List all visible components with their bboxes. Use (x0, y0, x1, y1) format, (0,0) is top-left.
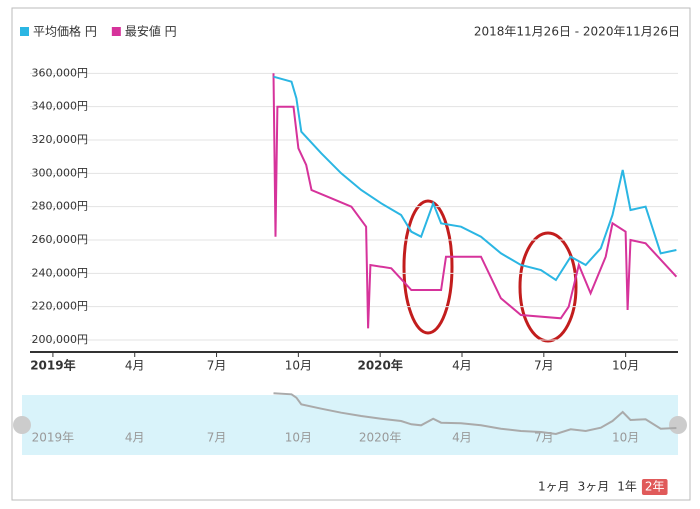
y-tick-label: 280,000円 (32, 200, 89, 213)
x-tick-label: 4月 (125, 359, 145, 373)
navigator-label: 10月 (285, 431, 312, 445)
series-line (272, 73, 678, 329)
navigator-label: 10月 (612, 431, 639, 445)
annotation-circle (518, 231, 578, 343)
frame (11, 7, 691, 501)
navigator[interactable] (22, 395, 678, 455)
navigator-line (273, 392, 677, 436)
y-tick-label: 360,000円 (32, 66, 89, 79)
navigator-label: 4月 (452, 431, 472, 445)
y-tick-label: 240,000円 (32, 266, 89, 279)
navigator-handle[interactable] (13, 416, 31, 434)
x-tick-label: 4月 (452, 359, 472, 373)
y-tick-label: 220,000円 (32, 300, 89, 313)
navigator-label: 4月 (125, 431, 145, 445)
navigator-label: 2019年 (32, 431, 75, 445)
x-tick-label: 10月 (612, 359, 639, 373)
legend-swatch[interactable] (111, 27, 121, 36)
navigator-label: 2020年 (359, 431, 402, 445)
y-tick-label: 340,000円 (32, 100, 89, 113)
x-tick-label: 7月 (534, 359, 554, 373)
range-button-active[interactable] (641, 479, 668, 495)
legend-label[interactable]: 最安値 円 (125, 24, 177, 39)
x-tick-label: 2020年 (357, 358, 402, 373)
y-tick-label: 200,000円 (32, 333, 89, 346)
date-range: 2018年11月26日 - 2020年11月26日 (474, 25, 680, 39)
range-button[interactable]: 2年 (645, 480, 665, 494)
annotation-circle (402, 199, 454, 335)
range-button[interactable]: 3ヶ月 (578, 480, 610, 494)
range-button[interactable]: 1ヶ月 (538, 480, 570, 494)
y-tick-label: 320,000円 (32, 133, 89, 146)
range-button[interactable]: 1年 (617, 480, 637, 494)
navigator-label: 7月 (207, 431, 227, 445)
y-tick-label: 300,000円 (32, 166, 89, 179)
x-tick-label: 10月 (285, 359, 312, 373)
legend-swatch[interactable] (20, 27, 29, 36)
x-tick-label: 2019年 (30, 358, 75, 373)
series-line (273, 75, 677, 282)
navigator-handle[interactable] (669, 416, 687, 434)
x-tick-label: 7月 (207, 359, 227, 373)
legend-label[interactable]: 平均価格 円 (33, 24, 97, 39)
y-tick-label: 260,000円 (32, 233, 89, 246)
